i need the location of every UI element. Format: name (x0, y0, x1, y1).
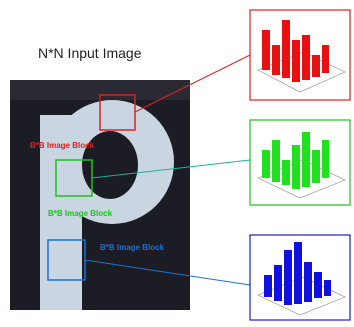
block-label: B*B Image Block (100, 243, 165, 252)
histogram-panel (250, 120, 350, 205)
histogram-panel (250, 235, 350, 320)
block-label: B*B Image Block (30, 141, 95, 150)
diagram: N*N Input Image B*B Image Block B*B Imag… (0, 0, 354, 327)
block-label: B*B Image Block (48, 209, 113, 218)
title: N*N Input Image (38, 45, 142, 61)
histogram-panel (250, 10, 350, 100)
